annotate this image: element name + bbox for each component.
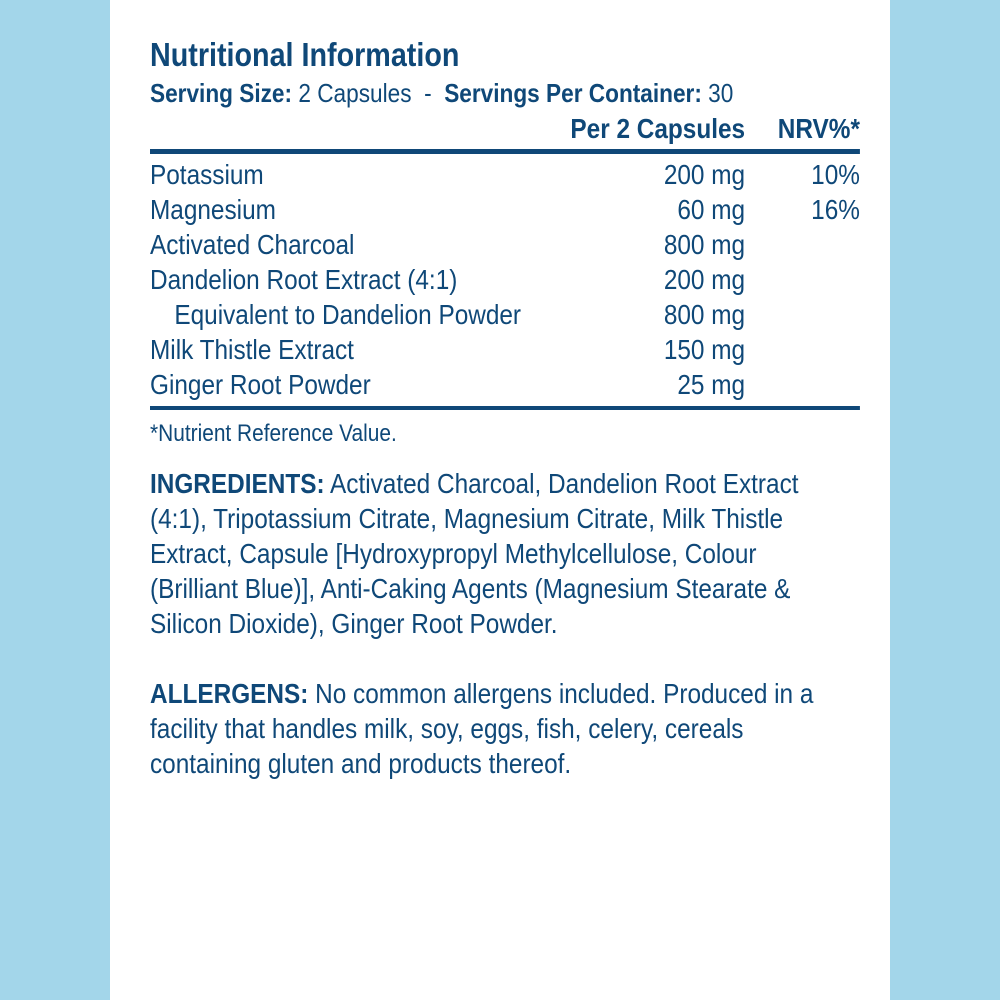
ingredients-text: Extract, Capsule [Hydroxypropyl Methylce… [150, 538, 757, 569]
allergens-line: containing gluten and products thereof. [150, 746, 571, 781]
serving-info: Serving Size: 2 Capsules - Servings Per … [150, 76, 733, 111]
nutrient-name: Ginger Root Powder [150, 369, 371, 400]
top-rule [150, 149, 860, 154]
serving-separator: - [411, 78, 445, 108]
right-side-panel [890, 0, 1000, 1000]
bottom-rule [150, 406, 860, 410]
nutrient-name: Equivalent to Dandelion Powder [174, 299, 522, 330]
servings-per-container-value: 30 [701, 78, 734, 108]
nutrient-amount: 800 mg [663, 229, 746, 260]
ingredients-line: (Brilliant Blue)], Anti-Caking Agents (M… [150, 571, 790, 606]
ingredients-line: (4:1), Tripotassium Citrate, Magnesium C… [150, 501, 783, 536]
nutrition-label: Nutritional Information Serving Size: 2 … [150, 0, 860, 1000]
allergens-line: facility that handles milk, soy, eggs, f… [150, 711, 743, 746]
nutrient-name: Activated Charcoal [150, 229, 355, 260]
ingredients-text: (4:1), Tripotassium Citrate, Magnesium C… [150, 503, 784, 534]
ingredients-label: INGREDIENTS: [150, 468, 325, 499]
header-amount: Per 2 Capsules [570, 113, 746, 144]
allergens-text: No common allergens included. Produced i… [308, 678, 814, 709]
nutrient-amount: 200 mg [663, 264, 746, 295]
nutrient-amount: 60 mg [677, 194, 746, 225]
ingredients-text: (Brilliant Blue)], Anti-Caking Agents (M… [150, 573, 791, 604]
nutrient-name: Dandelion Root Extract (4:1) [150, 264, 458, 295]
nutrient-amount: 25 mg [677, 369, 746, 400]
left-side-panel [0, 0, 110, 1000]
allergens-line: ALLERGENS: No common allergens included.… [150, 676, 813, 711]
header-nrv: NRV%* [777, 113, 860, 144]
allergens-text: facility that handles milk, soy, eggs, f… [150, 713, 744, 744]
allergens-label: ALLERGENS: [150, 678, 309, 709]
ingredients-text: Silicon Dioxide), Ginger Root Powder. [150, 608, 558, 639]
nutrient-nrv: 16% [811, 194, 860, 225]
nutrient-amount: 200 mg [663, 159, 746, 190]
servings-per-container-label: Servings Per Container: [444, 78, 702, 108]
nutrient-name: Potassium [150, 159, 264, 190]
nutrient-name: Magnesium [150, 194, 276, 225]
nutrient-name: Milk Thistle Extract [150, 334, 354, 365]
nutrient-nrv: 10% [811, 159, 860, 190]
allergens-text: containing gluten and products thereof. [150, 748, 572, 779]
serving-size-label: Serving Size: [150, 78, 293, 108]
ingredients-text: Activated Charcoal, Dandelion Root Extra… [324, 468, 799, 499]
ingredients-line: Silicon Dioxide), Ginger Root Powder. [150, 606, 558, 641]
nutrient-amount: 150 mg [663, 334, 746, 365]
nutrient-amount: 800 mg [663, 299, 746, 330]
serving-size-value: 2 Capsules [292, 78, 412, 108]
label-title: Nutritional Information [150, 36, 460, 73]
ingredients-line: INGREDIENTS: Activated Charcoal, Dandeli… [150, 466, 799, 501]
ingredients-line: Extract, Capsule [Hydroxypropyl Methylce… [150, 536, 757, 571]
footnote: *Nutrient Reference Value. [150, 420, 397, 447]
